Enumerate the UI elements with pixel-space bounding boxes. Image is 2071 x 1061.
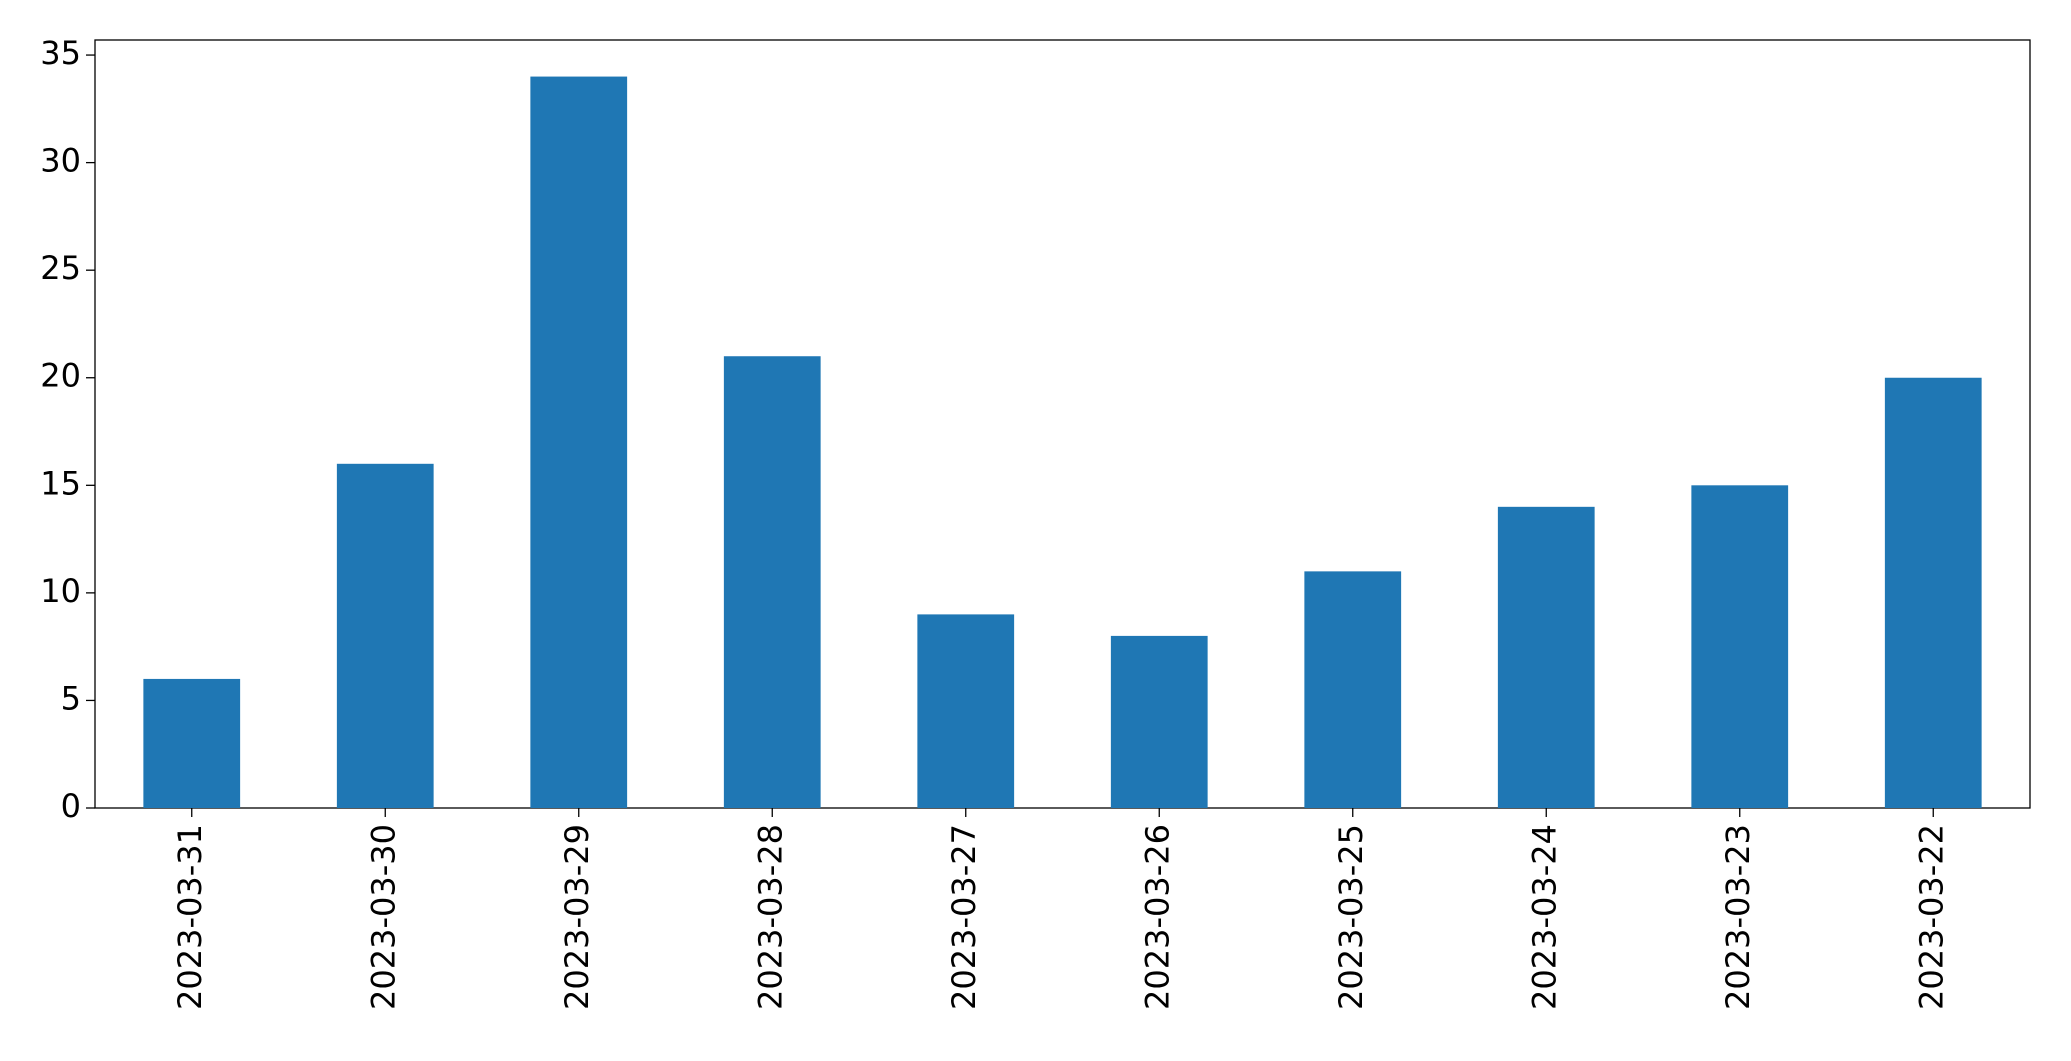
y-tick-label: 10 [40,572,81,610]
axes-frame [94,39,2031,809]
bar [1110,635,1208,808]
bar [336,463,434,808]
x-tick-label: 2023-03-23 [1719,824,1757,1010]
x-tick-label: 2023-03-30 [364,824,402,1010]
x-tick-label: 2023-03-22 [1912,824,1950,1010]
x-tick-label: 2023-03-28 [751,824,789,1010]
bar [1497,506,1595,808]
bar [1691,485,1789,808]
y-tick-label: 0 [61,787,81,825]
y-tick-label: 35 [40,34,81,72]
bar [1884,377,1982,808]
x-tick-label: 2023-03-31 [171,824,209,1010]
x-tick-label: 2023-03-25 [1332,824,1370,1010]
y-tick-label: 15 [40,464,81,502]
x-tick-label: 2023-03-24 [1525,824,1563,1010]
y-tick-label: 5 [61,679,81,717]
bar [143,678,241,808]
y-tick-label: 25 [40,249,81,287]
y-tick-label: 30 [40,142,81,180]
y-tick-label: 20 [40,357,81,395]
x-tick-label: 2023-03-27 [945,824,983,1010]
bar [1304,571,1402,808]
x-tick-label: 2023-03-29 [558,824,596,1010]
bar [723,356,821,808]
bar [530,76,628,809]
bar [917,614,1015,808]
x-tick-label: 2023-03-26 [1138,824,1176,1010]
